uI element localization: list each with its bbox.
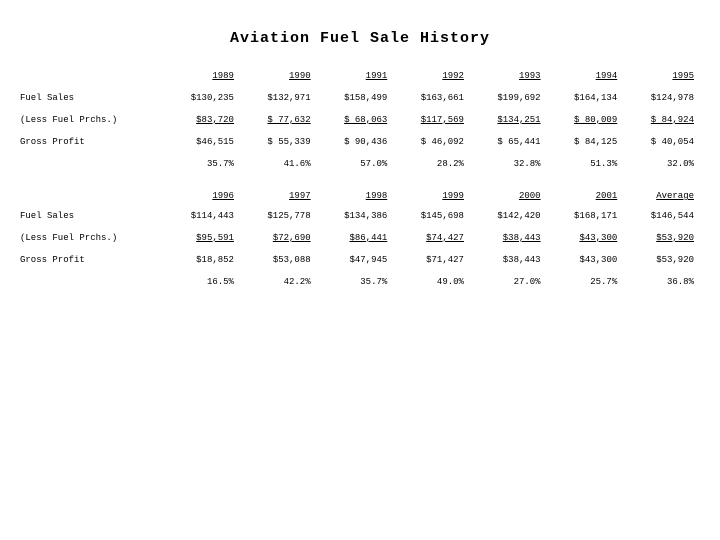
cell-value: $168,171 xyxy=(547,205,624,227)
cell-value: 41.6% xyxy=(240,153,317,175)
cell-value: $134,251 xyxy=(470,109,547,131)
cell-value: $ 80,009 xyxy=(547,109,624,131)
cell-value: $53,920 xyxy=(623,227,700,249)
cell-value: $46,515 xyxy=(163,131,240,153)
cell-value: $114,443 xyxy=(163,205,240,227)
cell-value: 27.0% xyxy=(470,271,547,293)
page-title: Aviation Fuel Sale History xyxy=(20,30,700,47)
row-label: Fuel Sales xyxy=(20,205,163,227)
cell-value: 28.2% xyxy=(393,153,470,175)
year-header: 2000 xyxy=(470,175,547,205)
table-row: (Less Fuel Prchs.) $95,591 $72,690 $86,4… xyxy=(20,227,700,249)
cell-value: $18,852 xyxy=(163,249,240,271)
year-header: Average xyxy=(623,175,700,205)
table-row: Gross Profit $18,852 $53,088 $47,945 $71… xyxy=(20,249,700,271)
cell-value: $ 68,063 xyxy=(317,109,394,131)
cell-value: $ 84,125 xyxy=(547,131,624,153)
cell-value: $ 84,924 xyxy=(623,109,700,131)
table-header-row: 1996 1997 1998 1999 2000 2001 Average xyxy=(20,175,700,205)
cell-value: 36.8% xyxy=(623,271,700,293)
cell-value: $53,088 xyxy=(240,249,317,271)
cell-value: $158,499 xyxy=(317,87,394,109)
year-header: 1997 xyxy=(240,175,317,205)
cell-value: $ 77,632 xyxy=(240,109,317,131)
cell-value: 35.7% xyxy=(163,153,240,175)
cell-value: 16.5% xyxy=(163,271,240,293)
cell-value: 32.8% xyxy=(470,153,547,175)
year-header: 1991 xyxy=(317,65,394,87)
row-label: (Less Fuel Prchs.) xyxy=(20,109,163,131)
cell-value: $142,420 xyxy=(470,205,547,227)
row-label: Gross Profit xyxy=(20,249,163,271)
cell-value: $125,778 xyxy=(240,205,317,227)
cell-value: $146,544 xyxy=(623,205,700,227)
cell-value: 42.2% xyxy=(240,271,317,293)
table-row: Fuel Sales $130,235 $132,971 $158,499 $1… xyxy=(20,87,700,109)
cell-value: 49.0% xyxy=(393,271,470,293)
row-label: (Less Fuel Prchs.) xyxy=(20,227,163,249)
cell-value: $ 65,441 xyxy=(470,131,547,153)
cell-value: $145,698 xyxy=(393,205,470,227)
cell-value: 25.7% xyxy=(547,271,624,293)
cell-value: 51.3% xyxy=(547,153,624,175)
year-header: 1999 xyxy=(393,175,470,205)
cell-value: $ 40,054 xyxy=(623,131,700,153)
cell-value: $124,978 xyxy=(623,87,700,109)
table-row: (Less Fuel Prchs.) $83,720 $ 77,632 $ 68… xyxy=(20,109,700,131)
row-label: Fuel Sales xyxy=(20,87,163,109)
cell-value: $ 55,339 xyxy=(240,131,317,153)
cell-value: $74,427 xyxy=(393,227,470,249)
cell-value: $199,692 xyxy=(470,87,547,109)
year-header: 1990 xyxy=(240,65,317,87)
year-header: 2001 xyxy=(547,175,624,205)
cell-value: $ 46,092 xyxy=(393,131,470,153)
cell-value: $117,569 xyxy=(393,109,470,131)
cell-value: $132,971 xyxy=(240,87,317,109)
cell-value: $83,720 xyxy=(163,109,240,131)
table-row: 35.7% 41.6% 57.0% 28.2% 32.8% 51.3% 32.0… xyxy=(20,153,700,175)
cell-value: $163,661 xyxy=(393,87,470,109)
table-header-row: 1989 1990 1991 1992 1993 1994 1995 xyxy=(20,65,700,87)
table-row: 16.5% 42.2% 35.7% 49.0% 27.0% 25.7% 36.8… xyxy=(20,271,700,293)
year-header: 1989 xyxy=(163,65,240,87)
year-header: 1994 xyxy=(547,65,624,87)
year-header: 1996 xyxy=(163,175,240,205)
cell-value: 35.7% xyxy=(317,271,394,293)
year-header: 1998 xyxy=(317,175,394,205)
cell-value: $95,591 xyxy=(163,227,240,249)
cell-value: $86,441 xyxy=(317,227,394,249)
table-row: Fuel Sales $114,443 $125,778 $134,386 $1… xyxy=(20,205,700,227)
cell-value: $ 90,436 xyxy=(317,131,394,153)
cell-value: $38,443 xyxy=(470,227,547,249)
table-row: Gross Profit $46,515 $ 55,339 $ 90,436 $… xyxy=(20,131,700,153)
cell-value: $47,945 xyxy=(317,249,394,271)
cell-value: $164,134 xyxy=(547,87,624,109)
year-header: 1993 xyxy=(470,65,547,87)
row-label: Gross Profit xyxy=(20,131,163,153)
year-header: 1995 xyxy=(623,65,700,87)
cell-value: $72,690 xyxy=(240,227,317,249)
cell-value: $43,300 xyxy=(547,227,624,249)
year-header: 1992 xyxy=(393,65,470,87)
cell-value: $53,920 xyxy=(623,249,700,271)
cell-value: 32.0% xyxy=(623,153,700,175)
cell-value: $134,386 xyxy=(317,205,394,227)
fuel-history-table: 1989 1990 1991 1992 1993 1994 1995 Fuel … xyxy=(20,65,700,293)
cell-value: $38,443 xyxy=(470,249,547,271)
cell-value: $71,427 xyxy=(393,249,470,271)
cell-value: $43,300 xyxy=(547,249,624,271)
cell-value: $130,235 xyxy=(163,87,240,109)
cell-value: 57.0% xyxy=(317,153,394,175)
